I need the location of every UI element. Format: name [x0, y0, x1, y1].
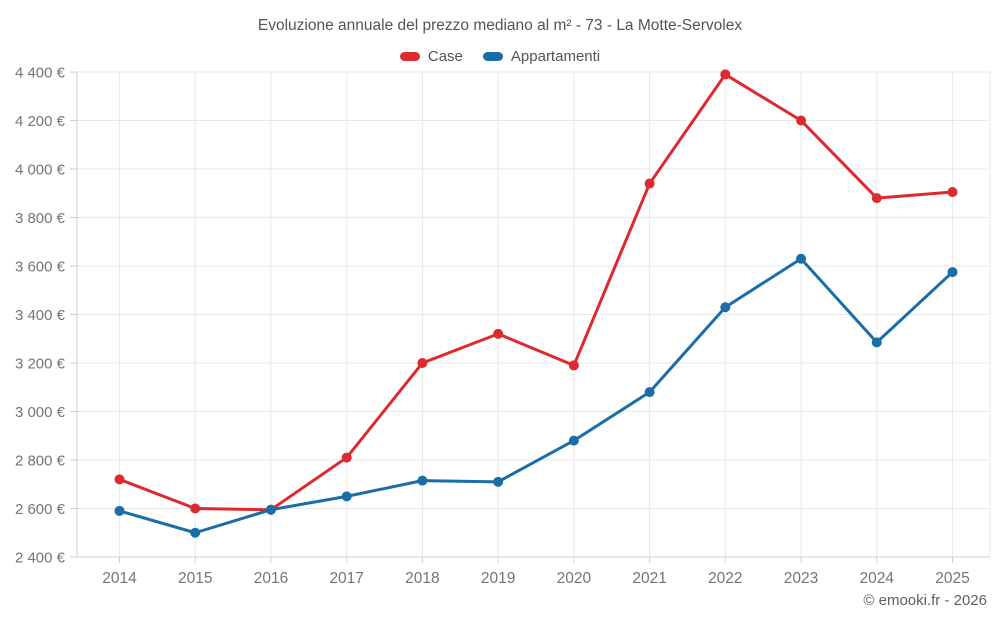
case-series-swatch-icon: [399, 52, 420, 61]
x-tick-label: 2020: [557, 570, 592, 587]
x-tick-label: 2014: [102, 570, 137, 587]
series-line-case: [118, 72, 954, 512]
y-tick-label: 2 400 €: [15, 550, 66, 567]
y-tick-label: 4 000 €: [15, 162, 66, 179]
data-point-case-2014: [114, 474, 125, 485]
data-point-case-2021: [644, 178, 655, 189]
y-tick-label: 3 800 €: [15, 210, 66, 227]
data-point-case-2023: [796, 115, 807, 126]
data-point-appartamenti-2020: [568, 435, 579, 446]
x-tick-label: 2025: [935, 570, 969, 587]
data-point-appartamenti-2016: [265, 504, 276, 515]
x-tick-label: 2019: [481, 570, 515, 587]
data-point-appartamenti-2021: [644, 387, 655, 398]
x-tick-label: 2021: [632, 570, 666, 587]
data-point-case-2025: [947, 187, 958, 198]
x-tick-label: 2018: [405, 570, 439, 587]
legend-label-case: Case: [427, 48, 463, 65]
data-point-appartamenti-2025: [947, 267, 958, 278]
data-point-appartamenti-2024: [871, 337, 882, 348]
data-point-appartamenti-2018: [417, 475, 428, 486]
data-point-case-2015: [190, 503, 201, 514]
data-point-case-2022: [720, 69, 731, 80]
data-point-appartamenti-2015: [190, 527, 201, 538]
y-tick-label: 3 600 €: [15, 259, 66, 276]
y-tick-label: 3 200 €: [15, 356, 66, 373]
y-tick-label: 3 400 €: [15, 307, 66, 324]
x-tick-label: 2017: [329, 570, 363, 587]
data-point-appartamenti-2022: [720, 302, 731, 313]
data-point-case-2019: [493, 328, 504, 339]
legend-item-case[interactable]: Case: [399, 48, 463, 65]
y-tick-label: 4 200 €: [15, 113, 66, 130]
x-tick-label: 2022: [708, 570, 742, 587]
appartamenti-series-swatch-icon: [482, 52, 503, 61]
y-tick-label: 2 600 €: [15, 501, 66, 518]
series-line-appartamenti: [118, 257, 954, 535]
x-tick-label: 2023: [784, 570, 818, 587]
x-tick-label: 2015: [178, 570, 212, 587]
data-point-case-2020: [568, 360, 579, 371]
legend-label-appartamenti: Appartamenti: [510, 48, 601, 65]
data-point-appartamenti-2023: [796, 253, 807, 264]
data-point-appartamenti-2017: [341, 491, 352, 502]
y-tick-label: 4 400 €: [15, 65, 66, 82]
chart-title: Evoluzione annuale del prezzo mediano al…: [257, 17, 743, 34]
x-tick-label: 2024: [860, 570, 895, 587]
data-point-case-2018: [417, 358, 428, 368]
x-tick-label: 2016: [254, 570, 288, 587]
legend: Case Appartamenti: [0, 48, 1000, 65]
copyright: © emooki.fr - 2026: [863, 592, 987, 609]
data-point-case-2017: [341, 452, 352, 463]
y-tick-label: 2 800 €: [15, 453, 66, 470]
data-point-appartamenti-2019: [493, 476, 504, 487]
y-tick-label: 3 000 €: [15, 404, 66, 421]
legend-item-appartamenti[interactable]: Appartamenti: [482, 48, 601, 65]
data-point-appartamenti-2014: [114, 505, 125, 516]
data-point-case-2024: [871, 193, 882, 204]
